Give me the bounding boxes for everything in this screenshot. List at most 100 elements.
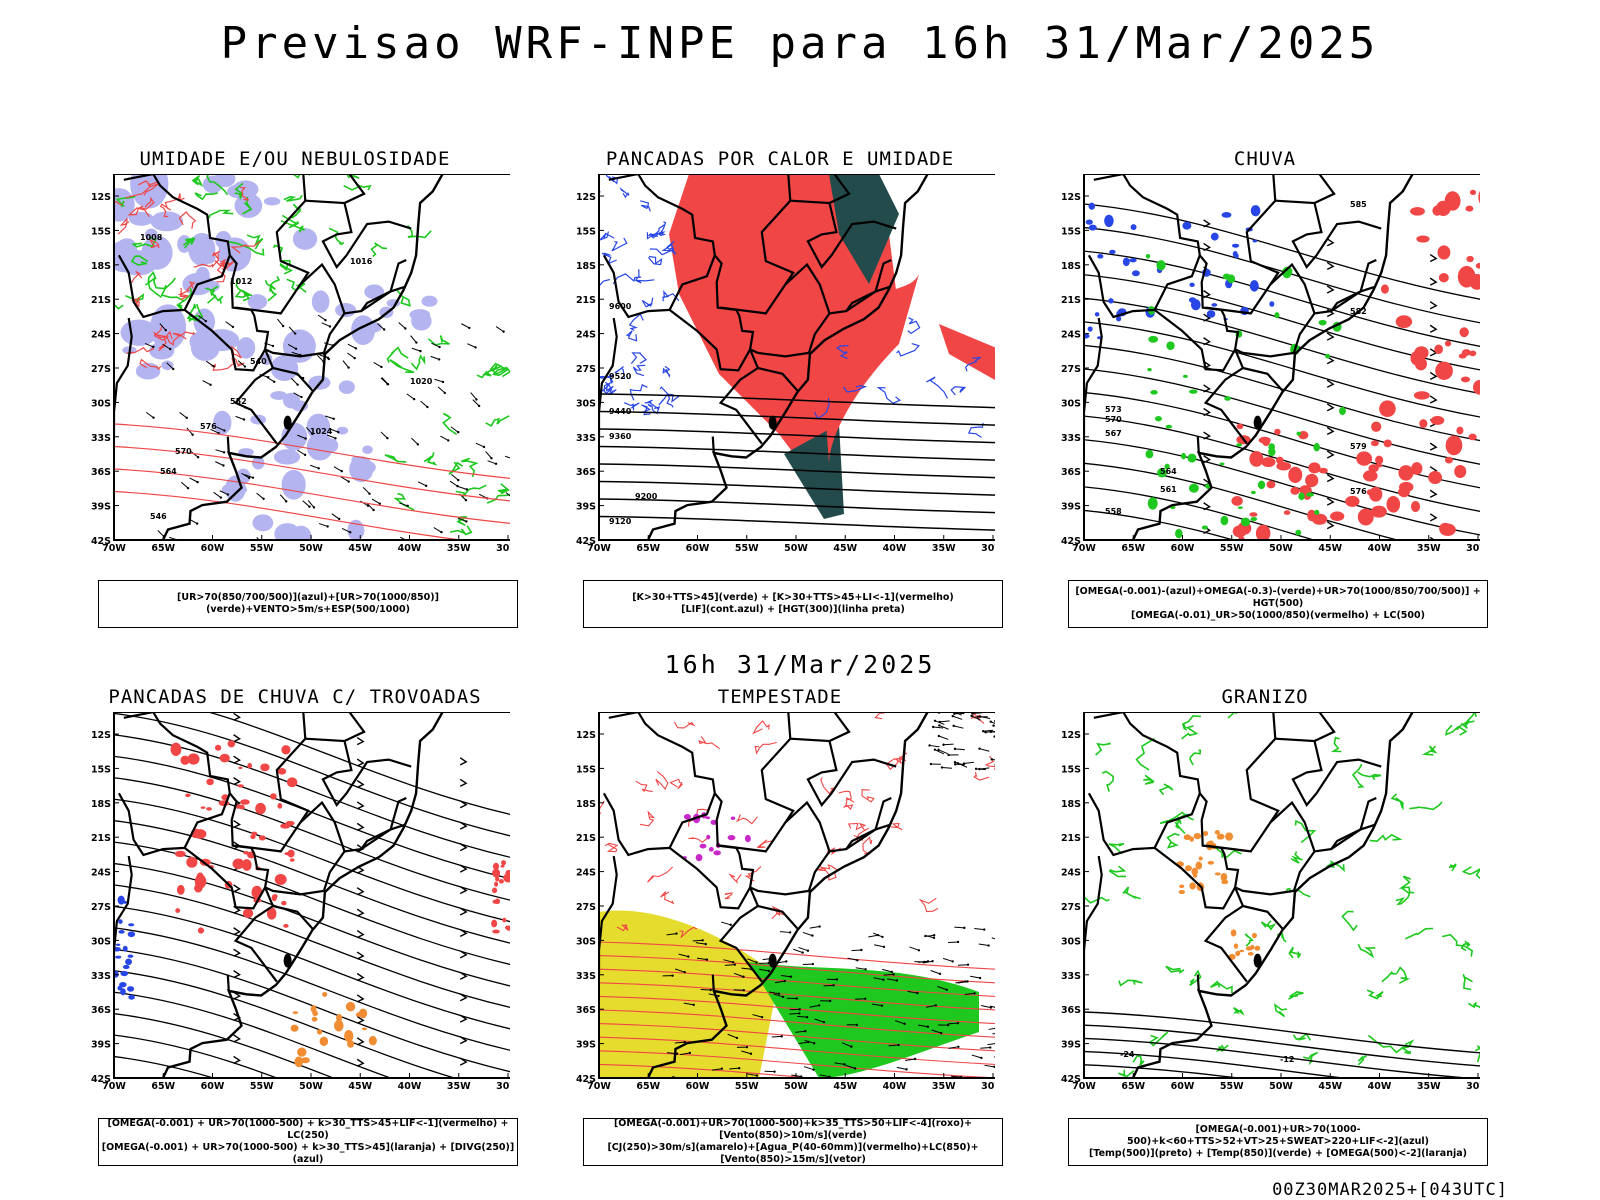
flow-arrow: [356, 908, 365, 917]
lifted-index-contour-line: [659, 386, 674, 408]
precipitable-water-line: [771, 905, 786, 920]
temp850-contour-line: [1396, 966, 1411, 984]
omega-orange-south: [1228, 929, 1261, 960]
wind-vector: [943, 743, 954, 746]
lc850-streamline-line: [599, 968, 995, 997]
wind-vector-head: [926, 960, 930, 963]
lifted-index-contour-line: [647, 232, 667, 238]
temp850-contour-line: [1448, 863, 1457, 872]
storm-area-red-mark: [289, 858, 295, 862]
rain-area-red-mark: [1413, 391, 1430, 400]
rain-area-red-mark: [1379, 400, 1396, 418]
contour-label: 1012: [230, 277, 252, 286]
wind-vector: [814, 1018, 825, 1023]
omega-blue-mark: [1116, 315, 1122, 322]
divergence-blue-mark: [127, 931, 136, 938]
wind-vector: [467, 343, 476, 348]
lon-tick-label: 30W: [496, 543, 510, 554]
high-humidity-band-mark: [291, 400, 308, 412]
temp850-contour-line: [1132, 1054, 1145, 1067]
rain-area-red-mark: [1473, 380, 1480, 395]
lagoon-mark: [768, 953, 777, 968]
flow-arrow: [1429, 536, 1436, 540]
wind-vector: [219, 490, 229, 496]
wind-vector-head: [755, 1074, 759, 1077]
lon-tick-label: 35W: [932, 1081, 956, 1092]
border-line: [1087, 792, 1201, 857]
wind-vector: [789, 1012, 800, 1015]
lifted-index-contour-east-line: [950, 386, 966, 396]
lon-tick-label: 65W: [1121, 543, 1145, 554]
wind-vector: [679, 1052, 690, 1056]
wind-vector-head: [783, 979, 786, 983]
lat-tick-label: 18S: [91, 799, 111, 810]
temp850-contour-line: [1101, 770, 1114, 792]
lon-tick-label: 60W: [201, 543, 225, 554]
storm-area-orange-mark: [345, 1001, 356, 1012]
omega-orange-south-mark: [1251, 932, 1257, 939]
high-humidity-band-mark: [213, 410, 232, 435]
wind-vector-head: [957, 1045, 960, 1048]
temp850-contour: [1084, 712, 1480, 1078]
thickness-dashed: [114, 423, 510, 540]
rain-area-red-mark: [1466, 255, 1474, 263]
omega-green-mark: [1188, 483, 1199, 493]
wind-vector-head: [938, 724, 941, 727]
lon-tick-label: 65W: [151, 543, 175, 554]
lat-tick-label: 39S: [1061, 1040, 1081, 1051]
map-granizo: -24 -12 12S 15S 18S 21S 24S 27S 30S 33S 36S 39S 42S7…: [1061, 712, 1480, 1092]
lat-tick-label: 24S: [91, 330, 111, 341]
wind-vector: [210, 428, 219, 434]
omega-orange-mark: [1191, 867, 1198, 876]
wind-vector-head: [196, 456, 200, 459]
panel-title: TEMPESTADE: [717, 686, 843, 708]
temp850-contour-line: [1189, 749, 1202, 766]
wind-vector-head: [798, 1012, 801, 1015]
low-level-humidity-east-line: [489, 362, 508, 375]
lon-tick-label: 45W: [348, 543, 372, 554]
wind-vector-head: [386, 436, 389, 440]
divergence-blue-mark: [122, 964, 130, 970]
lon-tick-label: 50W: [784, 543, 808, 554]
map-frame: [113, 712, 510, 1079]
storm-area-red-east-mark: [506, 925, 510, 931]
panel-title: GRANIZO: [1221, 686, 1309, 708]
omega-blue-mark: [1252, 239, 1258, 243]
rain-area-red-mark: [1465, 205, 1474, 212]
wind-vector: [954, 926, 965, 929]
border-line: [1234, 348, 1295, 358]
omega-green-mark: [1236, 443, 1243, 447]
border-line: [829, 712, 851, 742]
thickness-contour-line: [179, 288, 188, 301]
thickness-contour-line: [172, 331, 195, 340]
storm-area-red-mark: [219, 753, 230, 763]
divergence-blue-mark: [114, 970, 119, 978]
thickness-contour-line: [128, 270, 143, 283]
low-level-humidity-line: [246, 234, 264, 250]
low-level-humidity-line: [194, 192, 218, 201]
hgt500-contour-line: [1084, 486, 1316, 540]
flow-arrow: [356, 994, 365, 1003]
flow-arrow: [233, 948, 241, 957]
wind-area-green: [749, 962, 979, 1078]
wind-vector-head: [789, 975, 793, 978]
divergence-blue-mark: [128, 923, 135, 927]
wind-vector-head: [934, 1004, 938, 1007]
rain-area-red-south-mark: [1371, 421, 1382, 432]
lifted-index-contour: [599, 174, 681, 416]
border-line: [757, 904, 799, 931]
flow-arrow: [459, 1057, 468, 1066]
rain-area-red-mark: [1468, 433, 1477, 441]
temp850-contour-line: [1441, 933, 1474, 957]
rain-area-red-south-mark: [1375, 455, 1384, 465]
flow-arrow: [1429, 489, 1438, 498]
border-line: [226, 436, 230, 453]
rain-area-red-south-mark: [1299, 485, 1312, 496]
low-level-humidity-line: [206, 292, 224, 304]
lon-tick-label: 35W: [447, 543, 471, 554]
omega-green-mark: [1268, 443, 1275, 451]
wind-vector-head: [424, 484, 428, 488]
lat-tick-label: 36S: [576, 1005, 596, 1016]
flow-arrow: [1326, 497, 1335, 506]
high-humidity-band-mark: [270, 391, 288, 400]
